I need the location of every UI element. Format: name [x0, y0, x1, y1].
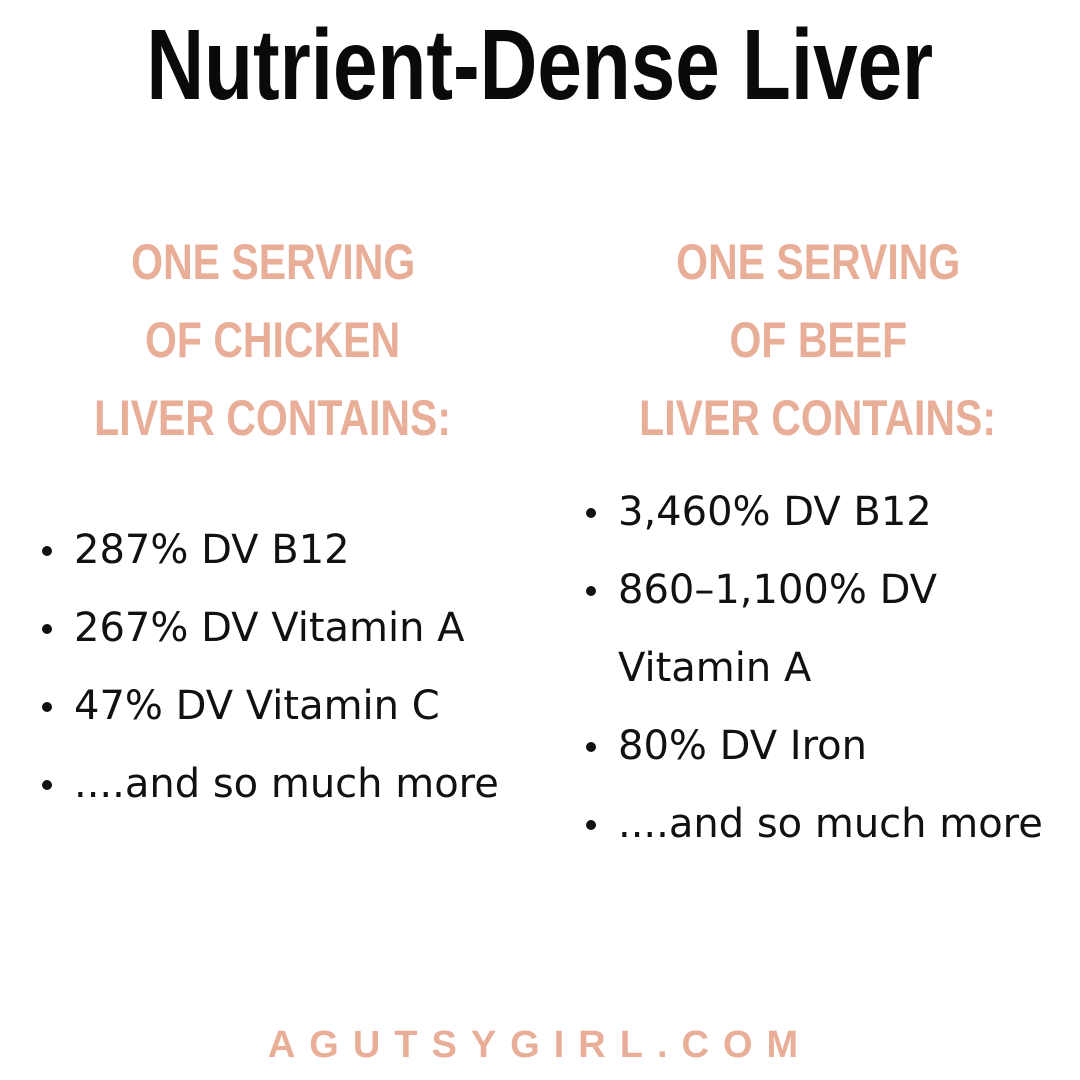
heading-text: OF BEEF	[729, 312, 907, 368]
nutrient-item: 80% DV Iron	[586, 707, 1056, 785]
nutrient-list: 287% DV B12 267% DV Vitamin A 47% DV Vitam…	[42, 511, 542, 823]
heading-text: LIVER CONTAINS:	[639, 390, 997, 446]
heading-text: OF CHICKEN	[145, 312, 401, 368]
heading-line: LIVER CONTAINS:	[558, 379, 1078, 457]
heading-line: OF BEEF	[558, 301, 1078, 379]
heading-line: ONE SERVING	[13, 223, 533, 301]
nutrient-item: 267% DV Vitamin A	[42, 589, 542, 667]
heading-line: LIVER CONTAINS:	[13, 379, 533, 457]
nutrient-item: ....and so much more	[42, 745, 542, 823]
title-wrap: Nutrient-Dense Liver	[0, 8, 1080, 123]
column-heading: ONE SERVING OF BEEF LIVER CONTAINS:	[558, 223, 1078, 457]
column-heading: ONE SERVING OF CHICKEN LIVER CONTAINS:	[13, 223, 533, 457]
heading-text: ONE SERVING	[130, 234, 416, 290]
nutrient-list: 3,460% DV B12 860–1,100% DV Vitamin A 80% …	[586, 473, 1056, 863]
nutrient-item: 47% DV Vitamin C	[42, 667, 542, 745]
nutrient-item: 3,460% DV B12	[586, 473, 1056, 551]
heading-text: LIVER CONTAINS:	[94, 390, 452, 446]
nutrient-item: ....and so much more	[586, 785, 1056, 863]
nutrient-item: 860–1,100% DV Vitamin A	[586, 551, 1056, 707]
nutrient-item: 287% DV B12	[42, 511, 542, 589]
heading-text: ONE SERVING	[675, 234, 961, 290]
title: Nutrient-Dense Liver	[146, 9, 934, 121]
footer: AGUTSYGIRL.COM	[267, 1024, 813, 1066]
heading-line: ONE SERVING	[558, 223, 1078, 301]
heading-line: OF CHICKEN	[13, 301, 533, 379]
